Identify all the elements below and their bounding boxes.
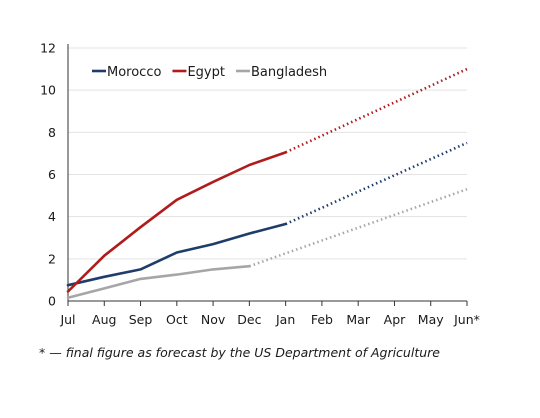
legend-label-morocco: Morocco <box>107 65 161 80</box>
x-tick-label-sep: Sep <box>129 312 153 327</box>
series-line-bangladesh <box>66 264 251 300</box>
y-tick-label-10: 10 <box>40 83 56 98</box>
footnote: * — final figure as forecast by the US D… <box>39 345 440 360</box>
forecast-line-egypt <box>285 67 468 154</box>
legend: Morocco Egypt Bangladesh <box>92 65 327 80</box>
axes <box>67 44 468 306</box>
forecast-line-morocco <box>285 141 468 226</box>
gridlines <box>68 47 467 260</box>
legend-label-egypt: Egypt <box>187 65 225 80</box>
y-tick-labels: 0 2 4 6 8 10 12 <box>40 41 56 309</box>
x-tick-label-mar: Mar <box>346 312 370 327</box>
x-tick-label-feb: Feb <box>311 312 333 327</box>
x-tick-label-apr: Apr <box>384 312 406 327</box>
x-tick-label-nov: Nov <box>201 312 226 327</box>
y-tick-label-8: 8 <box>48 125 56 140</box>
line-chart: 0 2 4 6 8 10 12 Jul Aug Sep Oct Nov Dec Jan Feb Mar Apr… <box>40 41 480 328</box>
x-tick-label-jul: Jul <box>59 312 75 327</box>
legend-label-bangladesh: Bangladesh <box>251 65 327 80</box>
series-line-morocco <box>66 222 287 287</box>
x-tick-labels: Jul Aug Sep Oct Nov Dec Jan Feb Mar Apr May Jun* <box>59 312 479 327</box>
series-line-egypt <box>66 151 287 293</box>
x-tick-label-jan: Jan <box>275 312 295 327</box>
x-tick-label-may: May <box>418 312 444 327</box>
x-tick-label-oct: Oct <box>166 312 188 327</box>
y-tick-label-4: 4 <box>48 209 56 224</box>
y-tick-label-6: 6 <box>48 167 56 182</box>
x-tick-label-dec: Dec <box>237 312 261 327</box>
x-tick-label-junstar: Jun* <box>453 312 480 327</box>
y-tick-label-2: 2 <box>48 251 56 266</box>
forecast-line-bangladesh <box>248 188 468 268</box>
series-lines <box>66 67 468 300</box>
x-tick-label-aug: Aug <box>92 312 116 327</box>
y-tick-label-12: 12 <box>40 41 56 56</box>
y-tick-label-0: 0 <box>48 294 56 309</box>
